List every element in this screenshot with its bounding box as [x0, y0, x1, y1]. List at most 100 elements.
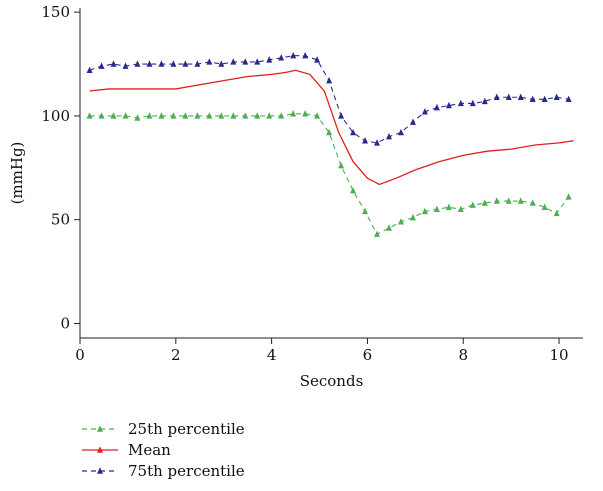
data-point: [158, 60, 165, 67]
data-point: [326, 128, 333, 136]
data-point: [122, 62, 129, 69]
data-point: [134, 114, 141, 121]
series-line: [89, 113, 570, 235]
series-75th-percentile: [86, 52, 572, 146]
data-point: [230, 112, 237, 119]
data-point: [445, 101, 452, 109]
data-point: [374, 230, 381, 237]
x-axis-label: Seconds: [300, 372, 364, 390]
data-point: [266, 112, 273, 119]
series-line: [89, 69, 574, 186]
legend-label: 25th percentile: [128, 420, 245, 438]
data-point: [218, 60, 225, 67]
y-tick-label: 0: [60, 314, 70, 332]
y-axis-ticks: 0 50 100 150: [41, 3, 80, 332]
data-point: [194, 60, 201, 67]
series-mean: [89, 69, 574, 186]
data-point: [194, 112, 201, 119]
data-point: [230, 58, 237, 65]
data-point: [110, 112, 117, 119]
legend-item: 75th percentile: [82, 462, 245, 480]
data-point: [290, 52, 297, 59]
data-point: [182, 112, 189, 119]
data-point: [541, 95, 548, 103]
data-point: [457, 99, 464, 107]
data-point: [385, 132, 392, 140]
data-point: [469, 99, 476, 107]
y-tick-label: 100: [41, 107, 70, 125]
data-point: [397, 218, 404, 225]
legend-swatch-marker: [97, 467, 103, 474]
data-point: [409, 213, 416, 221]
x-tick-label: 0: [75, 346, 85, 364]
data-point: [362, 137, 369, 144]
data-point: [302, 52, 309, 59]
data-point: [278, 54, 285, 61]
data-point: [565, 193, 572, 200]
y-tick-label: 150: [41, 3, 70, 21]
data-point: [98, 112, 105, 119]
legend-label: 75th percentile: [128, 462, 245, 480]
data-point: [254, 58, 261, 65]
data-point: [481, 97, 488, 105]
series-25th-percentile: [86, 110, 572, 237]
data-point: [421, 108, 428, 115]
data-point: [493, 93, 500, 100]
data-point: [409, 118, 416, 125]
data-point: [374, 139, 381, 146]
data-point: [146, 60, 153, 67]
data-point: [362, 207, 369, 215]
data-point: [134, 60, 141, 67]
y-tick-label: 50: [51, 211, 70, 229]
data-point: [565, 95, 572, 103]
data-point: [278, 112, 285, 119]
data-point: [493, 197, 500, 204]
data-point: [314, 56, 321, 63]
data-point: [505, 197, 512, 204]
data-point: [206, 112, 213, 119]
data-point: [302, 110, 309, 117]
data-point: [469, 201, 476, 208]
x-axis-ticks: 0 2 4 6 8 10: [75, 338, 569, 364]
data-point: [433, 103, 440, 111]
data-point: [98, 62, 105, 69]
data-point: [182, 60, 189, 67]
plot-area: 0 2 4 6 8 10 0 50 100 150: [41, 3, 583, 364]
x-tick-label: 8: [458, 346, 468, 364]
data-point: [170, 60, 177, 67]
data-point: [266, 56, 273, 63]
data-point: [158, 112, 165, 119]
data-point: [529, 95, 536, 103]
data-point: [314, 112, 321, 119]
legend-item: 25th percentile: [82, 420, 245, 438]
data-point: [517, 93, 524, 100]
data-point: [338, 112, 345, 119]
data-point: [350, 128, 357, 136]
data-point: [553, 93, 560, 100]
data-point: [146, 112, 153, 119]
legend-swatch-marker: [97, 425, 103, 432]
data-point: [338, 162, 345, 169]
data-point: [553, 209, 560, 217]
x-tick-label: 6: [363, 346, 373, 364]
data-point: [517, 197, 524, 204]
data-point: [86, 66, 93, 73]
data-point: [326, 76, 333, 84]
legend-label: Mean: [128, 441, 171, 459]
data-point: [242, 112, 249, 119]
data-point: [433, 205, 440, 213]
data-point: [350, 186, 357, 194]
data-point: [421, 207, 428, 215]
legend-item: Mean: [82, 441, 171, 459]
data-point: [397, 128, 404, 136]
x-tick-label: 2: [171, 346, 181, 364]
legend-swatch-marker: [97, 446, 103, 453]
data-point: [254, 112, 261, 119]
y-axis-label: (mmHg): [8, 142, 26, 205]
data-point: [385, 224, 392, 231]
data-point: [529, 199, 536, 206]
data-point: [170, 112, 177, 119]
data-point: [218, 112, 225, 119]
data-point: [481, 199, 488, 206]
